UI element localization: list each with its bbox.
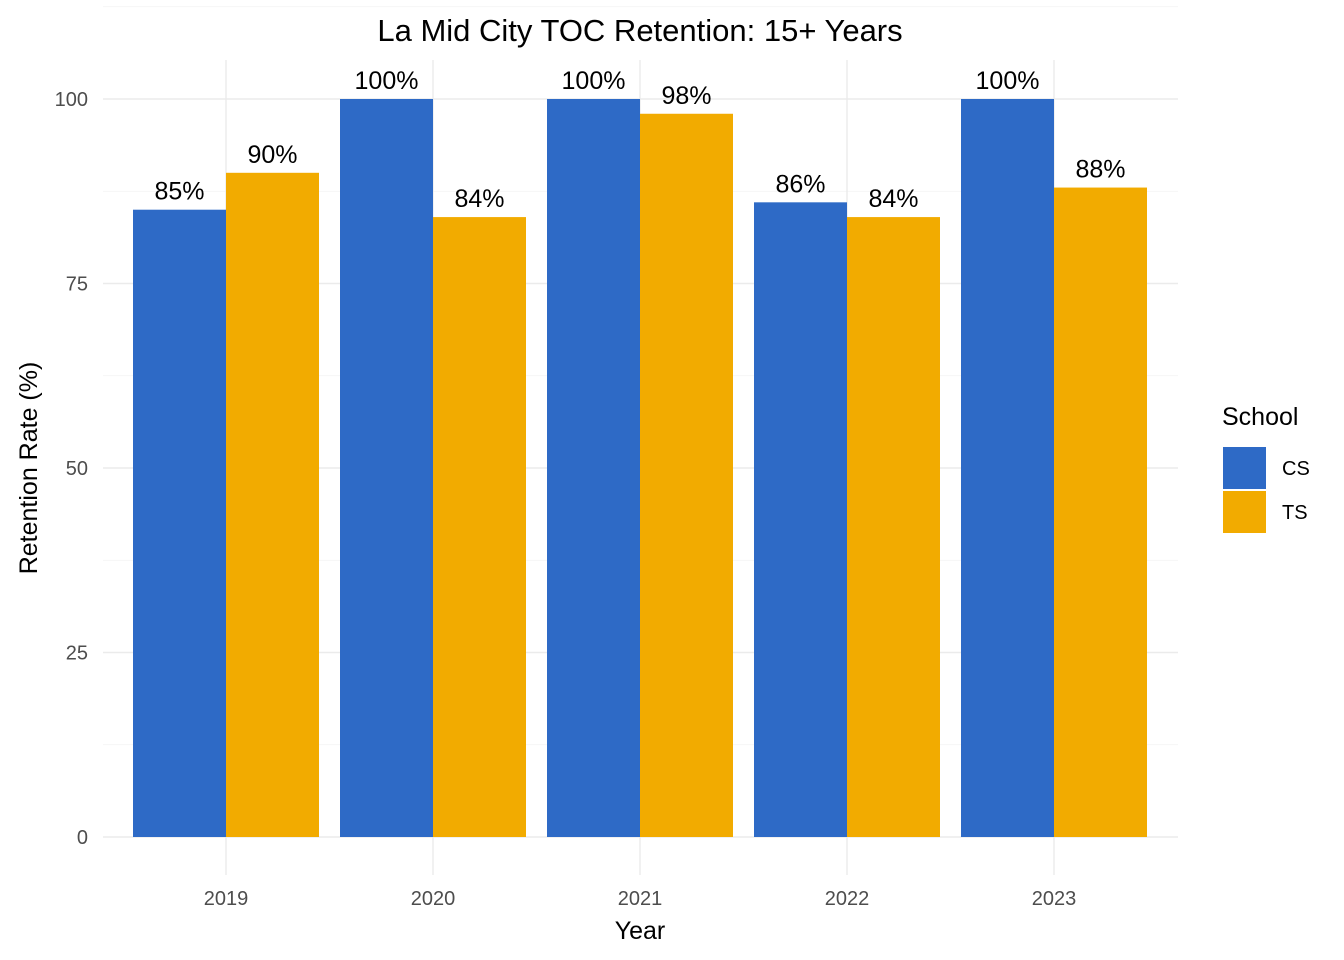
bar-cs (547, 99, 640, 837)
legend-swatch-cs (1223, 447, 1266, 489)
chart-title: La Mid City TOC Retention: 15+ Years (377, 13, 902, 48)
bar-ts (847, 217, 940, 837)
y-tick-label: 50 (66, 458, 88, 480)
y-tick-label: 25 (66, 643, 88, 665)
y-axis-ticks: 0 25 50 75 100 (55, 89, 88, 849)
data-labels: 85% 90% 100% 84% 100% 98% 86% 84% 100% 88% (154, 67, 1125, 213)
bars (133, 99, 1147, 838)
data-label: 100% (355, 67, 419, 95)
legend-label-cs: CS (1282, 458, 1310, 480)
y-tick-label: 100 (55, 89, 88, 111)
data-label: 85% (154, 178, 204, 206)
x-axis-ticks: 2019 2020 2021 2022 2023 (204, 888, 1077, 910)
x-tick-label: 2023 (1032, 888, 1077, 910)
legend-label-ts: TS (1282, 502, 1308, 524)
legend-swatch-ts (1223, 491, 1266, 533)
data-label: 86% (775, 170, 825, 198)
bar-ts (433, 217, 526, 837)
x-tick-label: 2020 (411, 888, 456, 910)
bar-cs (133, 209, 226, 837)
bar-ts (640, 113, 733, 837)
y-axis-title: Retention Rate (%) (15, 362, 43, 575)
bar-cs (754, 202, 847, 837)
legend: School CS TS (1222, 403, 1310, 533)
x-tick-label: 2022 (825, 888, 870, 910)
data-label: 84% (454, 185, 504, 213)
bar-cs (961, 99, 1054, 837)
bar-ts (226, 172, 319, 838)
data-label: 100% (976, 67, 1040, 95)
data-label: 88% (1075, 156, 1125, 184)
bar-ts (1054, 187, 1147, 837)
data-label: 98% (661, 82, 711, 110)
y-tick-label: 0 (77, 827, 88, 849)
x-axis-title: Year (615, 917, 666, 945)
legend-title: School (1222, 403, 1298, 431)
bar-cs (340, 99, 433, 837)
data-label: 90% (247, 141, 297, 169)
y-tick-label: 75 (66, 274, 88, 296)
x-tick-label: 2021 (618, 888, 663, 910)
x-tick-label: 2019 (204, 888, 249, 910)
legend-items: CS TS (1223, 447, 1310, 533)
data-label: 84% (868, 185, 918, 213)
data-label: 100% (562, 67, 626, 95)
